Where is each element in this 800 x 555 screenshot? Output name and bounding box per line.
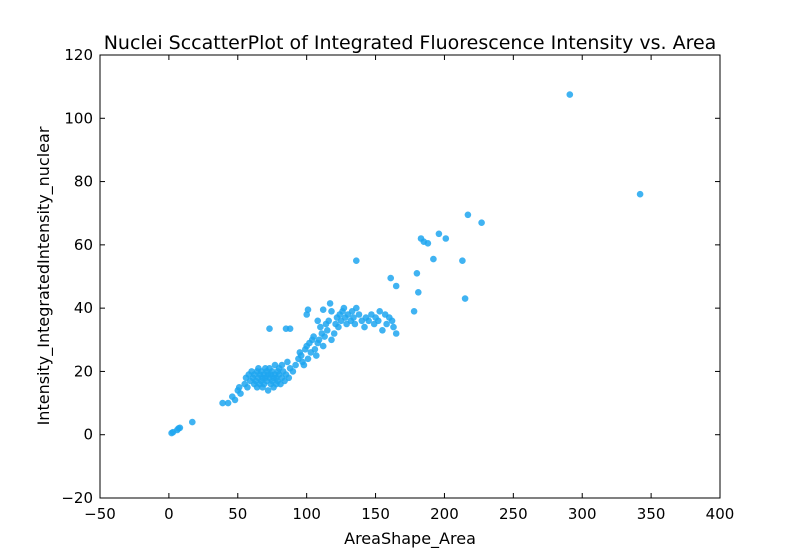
data-point (219, 399, 226, 407)
data-point (442, 235, 450, 242)
data-point (235, 384, 243, 391)
data-point (314, 317, 322, 325)
data-point (361, 323, 368, 331)
data-point (264, 387, 272, 394)
y-tick-label: 60 (74, 236, 93, 254)
x-axis: −50 0 50 100 150 200 250 300 350 400 (84, 55, 734, 523)
data-point (459, 257, 466, 265)
data-point (478, 219, 485, 226)
data-point (390, 323, 397, 331)
data-point (304, 306, 312, 314)
data-point (266, 325, 273, 333)
x-tick-label: 150 (361, 505, 390, 523)
data-point (392, 282, 400, 290)
data-point (278, 361, 286, 369)
data-point (335, 323, 342, 331)
data-point (435, 230, 443, 238)
data-point (284, 358, 291, 366)
data-point (285, 374, 293, 382)
data-point (379, 327, 386, 334)
data-point (383, 320, 390, 328)
data-point (387, 274, 395, 282)
x-tick-label: 350 (637, 505, 666, 523)
data-point (286, 325, 294, 333)
y-tick-label: 100 (64, 109, 93, 127)
data-point (237, 390, 244, 397)
data-point (321, 333, 328, 340)
data-point (328, 336, 335, 344)
data-point (311, 346, 319, 353)
x-axis-label: AreaShape_Area (344, 529, 476, 549)
y-axis: −20 0 20 40 60 80 100 120 (61, 46, 720, 507)
data-point (392, 330, 400, 337)
data-point (353, 257, 360, 265)
data-point (224, 399, 232, 407)
data-points (168, 91, 644, 437)
x-tick-label: 200 (430, 505, 459, 523)
data-point (430, 255, 437, 263)
data-point (325, 317, 333, 325)
data-point (350, 314, 357, 321)
data-point (300, 361, 308, 369)
y-tick-label: −20 (61, 489, 93, 507)
data-point (319, 306, 327, 314)
data-point (319, 342, 327, 350)
y-tick-label: 20 (74, 362, 93, 380)
data-point (310, 333, 317, 340)
data-point (464, 211, 472, 219)
data-point (326, 300, 334, 307)
y-tick-label: 120 (64, 46, 93, 64)
x-tick-label: 400 (706, 505, 735, 523)
data-point (461, 295, 469, 302)
data-point (328, 308, 335, 315)
y-axis-label: Intensity_IntegratedIntensity_nuclear (34, 126, 54, 425)
data-point (315, 336, 323, 344)
data-point (355, 311, 363, 318)
chart-title: Nuclei SccatterPlot of Integrated Fluore… (104, 32, 717, 54)
data-point (351, 320, 359, 328)
data-point (365, 317, 373, 325)
data-point (410, 308, 418, 315)
data-point (375, 317, 382, 325)
y-tick-label: 40 (74, 299, 93, 317)
x-tick-label: 0 (164, 505, 174, 523)
data-point (415, 289, 422, 296)
data-point (244, 384, 251, 391)
data-point (636, 190, 644, 198)
x-tick-label: 50 (228, 505, 247, 523)
x-tick-label: 100 (292, 505, 321, 523)
data-point (413, 270, 421, 277)
data-point (297, 352, 305, 359)
data-point (317, 323, 324, 331)
data-point (189, 418, 196, 426)
data-point (231, 396, 239, 404)
data-point (424, 240, 432, 247)
data-point (353, 304, 360, 312)
y-tick-label: 0 (83, 426, 93, 444)
plot-area-frame (99, 54, 721, 499)
x-tick-label: −50 (84, 505, 116, 523)
data-point (304, 355, 312, 363)
x-tick-label: 300 (568, 505, 597, 523)
data-point (376, 308, 384, 315)
data-point (313, 352, 320, 359)
data-point (324, 327, 331, 334)
data-point (289, 368, 297, 375)
data-point (330, 330, 338, 337)
data-point (176, 424, 184, 432)
data-point (388, 317, 396, 325)
y-tick-label: 80 (74, 173, 93, 191)
data-point (566, 91, 574, 98)
data-point (292, 361, 299, 369)
data-point (340, 304, 348, 312)
x-tick-label: 250 (499, 505, 528, 523)
